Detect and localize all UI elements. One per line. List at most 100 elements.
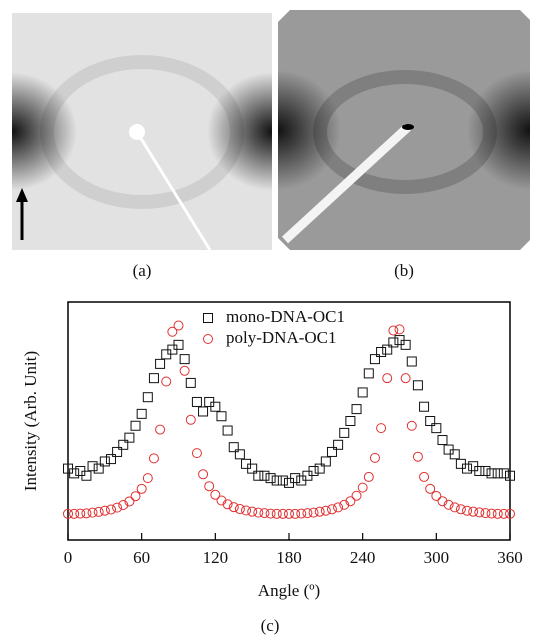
data-point: [363, 471, 374, 482]
data-point: [93, 463, 104, 474]
data-point: [179, 354, 190, 365]
data-point: [173, 339, 184, 350]
data-point: [462, 505, 473, 516]
y-axis-label: Intensity (Arb. Unit): [21, 351, 40, 491]
data-point: [388, 325, 399, 336]
data-point: [142, 392, 153, 403]
data-point: [357, 387, 368, 398]
data-point: [210, 489, 221, 500]
data-point: [173, 320, 184, 331]
data-point: [222, 499, 233, 510]
data-point: [161, 376, 172, 387]
data-point: [412, 451, 423, 462]
data-point: [241, 505, 252, 516]
data-point: [210, 401, 221, 412]
data-point: [222, 425, 233, 436]
data-point: [136, 483, 147, 494]
x-tick-label: 0: [64, 548, 73, 567]
data-point: [124, 432, 135, 443]
data-point: [480, 465, 491, 476]
panel-a-image: [12, 13, 272, 251]
data-point: [203, 334, 213, 344]
data-point: [130, 420, 141, 431]
data-point: [155, 358, 166, 369]
data-point: [271, 508, 282, 519]
data-point: [148, 373, 159, 384]
data-point: [419, 471, 430, 482]
data-point: [179, 365, 190, 376]
data-point: [142, 473, 153, 484]
data-point: [339, 427, 350, 438]
data-point: [234, 504, 245, 515]
data-point: [425, 416, 436, 426]
data-point: [437, 435, 448, 446]
data-point: [203, 313, 213, 323]
data-point: [155, 424, 166, 435]
data-point: [449, 449, 460, 460]
data-point: [314, 463, 325, 474]
data-point: [118, 439, 129, 450]
data-point: [412, 380, 423, 391]
data-point: [118, 500, 129, 511]
data-point: [124, 496, 135, 507]
data-point: [112, 446, 123, 457]
data-point: [81, 470, 92, 481]
data-point: [455, 504, 466, 515]
data-point: [406, 420, 417, 431]
data-point: [259, 508, 270, 519]
data-point: [259, 470, 270, 481]
data-point: [357, 482, 368, 493]
data-point: [345, 496, 356, 507]
data-point: [394, 324, 405, 335]
data-point: [406, 356, 417, 367]
data-point: [228, 502, 239, 513]
data-point: [99, 505, 110, 516]
data-point: [216, 411, 227, 422]
data-point: [400, 373, 411, 384]
data-point: [498, 468, 509, 479]
data-point: [63, 508, 73, 519]
data-point: [302, 508, 313, 519]
data-point: [185, 377, 196, 388]
data-point: [443, 499, 454, 510]
data-point: [271, 475, 282, 486]
panel-b-image: [278, 10, 530, 250]
data-point: [369, 354, 380, 365]
data-point: [468, 506, 479, 517]
data-point: [388, 337, 399, 348]
data-point: [505, 508, 515, 519]
x-tick-label: 60: [133, 548, 150, 567]
data-point: [320, 505, 331, 516]
data-point: [191, 448, 202, 459]
data-point: [376, 346, 387, 357]
data-point: [253, 470, 264, 481]
data-point: [369, 452, 380, 463]
data-point: [363, 368, 374, 379]
data-point: [498, 508, 509, 519]
data-point: [105, 454, 116, 465]
data-point: [320, 456, 331, 467]
data-point: [136, 408, 147, 419]
data-point: [148, 453, 159, 464]
data-point: [431, 423, 442, 434]
legend-label: poly-DNA-OC1: [226, 328, 337, 347]
data-point: [265, 508, 276, 519]
data-point: [185, 414, 196, 425]
data-point: [308, 507, 319, 518]
data-point: [339, 499, 350, 510]
data-point: [253, 507, 264, 518]
x-axis-label: Angle (º): [258, 581, 320, 600]
data-point: [351, 490, 362, 501]
data-point: [486, 508, 497, 519]
data-point: [290, 473, 301, 484]
data-point: [247, 506, 258, 517]
data-point: [449, 502, 460, 513]
panel-label: (c): [261, 616, 280, 635]
data-point: [167, 326, 178, 337]
data-point: [425, 483, 436, 494]
data-point: [277, 508, 288, 519]
data-point: [419, 401, 430, 412]
data-point: [376, 423, 387, 434]
data-point: [492, 508, 503, 519]
